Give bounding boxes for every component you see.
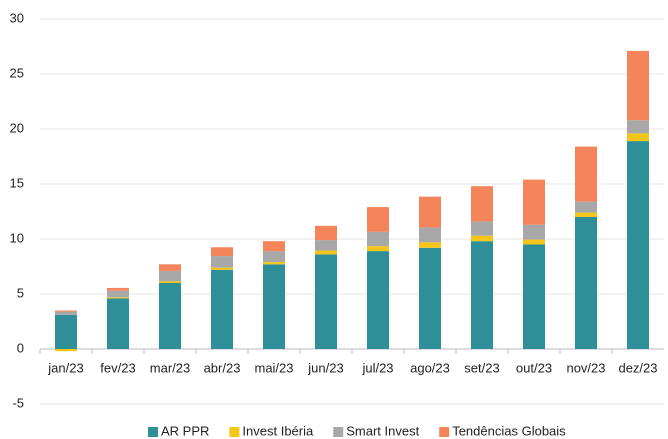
bar-segment [107,298,129,349]
bar-segment [263,262,285,265]
x-tick-label: ago/23 [410,360,450,375]
bar-segment [523,244,545,349]
y-tick-label: 25 [10,65,24,80]
bar-segment [159,283,181,349]
bar-segment [471,221,493,236]
bar-segment [55,310,77,312]
legend-label: AR PPR [161,423,209,438]
x-tick-label: nov/23 [566,360,605,375]
bar-segment [523,224,545,240]
bar-segment [627,120,649,134]
bar-segment [523,179,545,225]
bar-segment [575,212,597,217]
y-tick-label: 30 [10,10,24,25]
bar-segment [627,133,649,142]
bar-segment [107,287,129,291]
legend-swatch [229,427,240,437]
bar-segment [159,264,181,271]
bar-segment [315,254,337,349]
y-tick-label: 0 [17,340,24,355]
bar-segment [159,281,181,283]
bar-segment [575,217,597,349]
bar-segment [367,246,389,252]
x-tick-label: out/23 [516,360,552,375]
x-tick-label: abr/23 [204,360,241,375]
bar-segment [211,256,233,268]
bar-segment [211,269,233,349]
y-tick-label: 5 [17,285,24,300]
bar-segment [159,270,181,282]
bar-segment [523,239,545,245]
x-tick-label: set/23 [464,360,499,375]
bar-segment [107,290,129,298]
x-tick-label: fev/23 [100,360,135,375]
bar-segment [367,207,389,232]
bar-segment [263,251,285,263]
bar-segment [263,241,285,252]
bar-segment [419,247,441,349]
y-tick-label: 20 [10,120,24,135]
bar-segment [55,314,77,349]
legend-swatch [439,427,450,437]
legend-label: Smart Invest [346,423,419,438]
bar-segment [263,264,285,349]
bar-segment [627,141,649,349]
y-tick-label: 15 [10,175,24,190]
bar-segment [315,250,337,255]
bar-segment [315,240,337,251]
x-tick-label: jan/23 [47,360,83,375]
bar-segment [575,146,597,202]
y-tick-label: 10 [10,230,24,245]
bar-segment [471,186,493,222]
x-tick-label: jul/23 [361,360,393,375]
bar-segment [107,297,129,299]
bar-segment [315,225,337,241]
y-tick-label: -5 [12,395,24,410]
bar-segment [471,241,493,349]
bar-segment [55,349,77,352]
bar-segment [211,247,233,257]
bar-segment [367,231,389,247]
bar-segment [575,201,597,213]
bar-segment [471,235,493,242]
legend-swatch [333,427,344,437]
legend-label: Tendências Globais [452,423,566,438]
legend-label: Invest Ibéria [242,423,314,438]
bar-segment [627,50,649,121]
legend-swatch [148,427,158,437]
x-tick-label: dez/23 [618,360,657,375]
bar-segment [55,311,77,315]
bar-segment [419,196,441,228]
bar-segment [367,251,389,349]
bar-segment [211,267,233,270]
x-tick-label: mar/23 [150,360,190,375]
bar-segment [419,227,441,243]
x-tick-label: mai/23 [254,360,293,375]
bar-segment [419,242,441,248]
x-tick-label: jun/23 [307,360,343,375]
